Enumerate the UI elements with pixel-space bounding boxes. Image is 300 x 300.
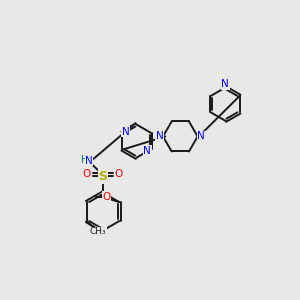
Text: N: N (197, 131, 205, 142)
Text: O: O (103, 192, 111, 202)
Text: N: N (156, 131, 164, 142)
Text: O: O (115, 169, 123, 179)
Text: N: N (221, 79, 229, 89)
Text: O: O (83, 169, 91, 179)
Text: N: N (143, 146, 151, 156)
Text: S: S (98, 170, 107, 183)
Text: CH₃: CH₃ (90, 227, 106, 236)
Text: N: N (85, 156, 93, 166)
Text: H: H (81, 154, 88, 165)
Text: N: N (122, 127, 129, 136)
